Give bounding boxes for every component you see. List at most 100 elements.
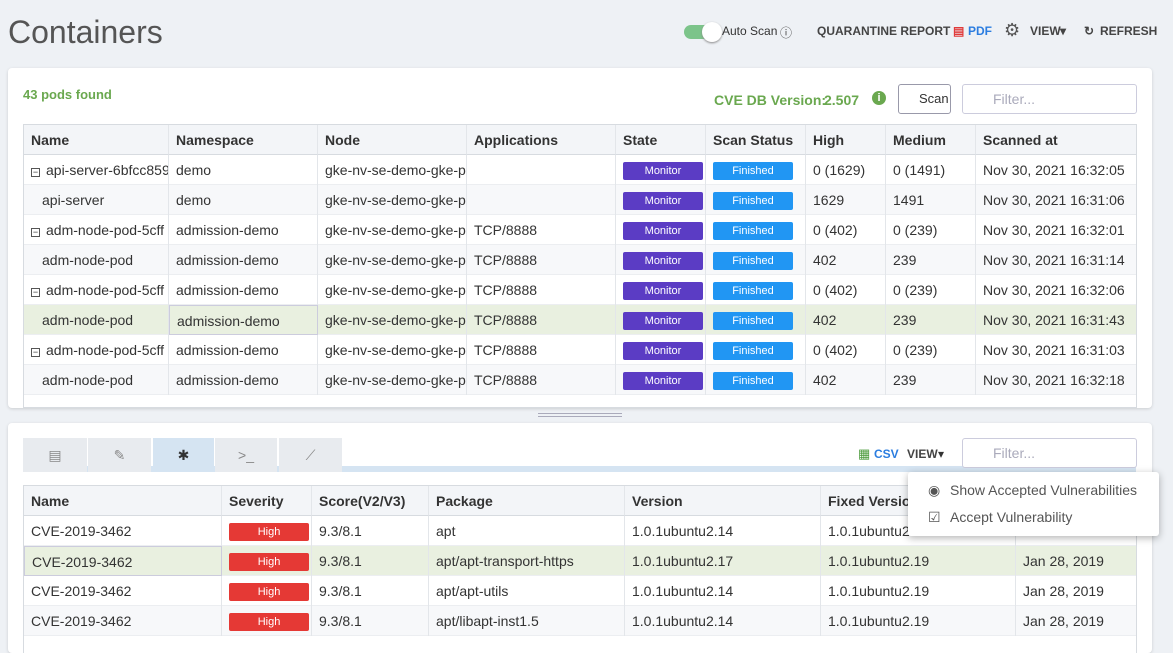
pod-row[interactable]: −api-server-6bfcc859demogke-nv-se-demo-g… <box>24 155 1137 185</box>
pod-row[interactable]: adm-node-podadmission-demogke-nv-se-demo… <box>24 305 1137 335</box>
vuln-row[interactable]: CVE-2019-3462High9.3/8.1apt/apt-transpor… <box>24 546 1137 576</box>
cell: adm-node-pod <box>24 245 169 275</box>
column-header: Medium <box>886 125 976 155</box>
cell: admission-demo <box>169 275 318 305</box>
column-header: Namespace <box>169 125 318 155</box>
column-header: Score(V2/V3) <box>312 486 429 516</box>
cell: Nov 30, 2021 16:31:06 <box>976 185 1137 215</box>
pdf-button[interactable]: PDF <box>968 24 992 38</box>
cell-text: Jan 28, 2019 <box>1023 583 1104 599</box>
cell: admission-demo <box>169 335 318 365</box>
quarantine-report[interactable]: QUARANTINE REPORT <box>817 24 950 38</box>
column-header: Applications <box>467 125 616 155</box>
view-button[interactable]: VIEW <box>1030 24 1061 38</box>
cell: Nov 30, 2021 16:32:05 <box>976 155 1137 185</box>
menu-item[interactable]: ☑Accept Vulnerability <box>928 507 1072 527</box>
scan-status-badge: Finished <box>713 372 793 390</box>
page-title: Containers <box>8 14 163 51</box>
cell: TCP/8888 <box>467 365 616 395</box>
vuln-row[interactable]: CVE-2019-3462High9.3/8.1apt/libapt-inst1… <box>24 606 1137 636</box>
cell <box>467 155 616 185</box>
collapse-icon[interactable]: − <box>31 228 40 237</box>
cell-text: adm-node-pod-5cff <box>46 222 164 238</box>
cell: TCP/8888 <box>467 245 616 275</box>
cell-text: 1491 <box>893 192 924 208</box>
cell: 0 (402) <box>806 275 886 305</box>
cell: CVE-2019-3462 <box>24 576 222 606</box>
cell: apt/libapt-inst1.5 <box>429 606 625 636</box>
cell: gke-nv-se-demo-gke-pr <box>318 185 467 215</box>
cell-text: Nov 30, 2021 16:32:05 <box>983 162 1125 178</box>
cell: apt/apt-transport-https <box>429 546 625 576</box>
cell: 0 (239) <box>886 335 976 365</box>
auto-scan-toggle[interactable] <box>684 25 720 39</box>
cell: 0 (239) <box>886 215 976 245</box>
scan-button[interactable]: Scan <box>898 84 951 114</box>
auto-scan-label: Auto Scan <box>722 24 777 38</box>
cell: Finished <box>706 365 806 395</box>
cell: 1.0.1ubuntu2.17 <box>625 546 821 576</box>
pods-found: 43 pods found <box>23 87 112 102</box>
collapse-icon[interactable]: − <box>31 288 40 297</box>
cell: Finished <box>706 155 806 185</box>
cell-text: 0 (402) <box>813 342 857 358</box>
pods-filter[interactable]: Filter... <box>962 84 1137 114</box>
pod-row[interactable]: −adm-node-pod-5cffadmission-demogke-nv-s… <box>24 275 1137 305</box>
cell: Finished <box>706 335 806 365</box>
cell-text: 1.0.1ubuntu2.17 <box>632 553 733 569</box>
cell: CVE-2019-3462 <box>24 606 222 636</box>
pod-row[interactable]: −adm-node-pod-5cffadmission-demogke-nv-s… <box>24 215 1137 245</box>
cell-text: 9.3/8.1 <box>319 613 362 629</box>
cell-text: apt/apt-transport-https <box>436 553 574 569</box>
pod-row[interactable]: −adm-node-pod-5cffadmission-demogke-nv-s… <box>24 335 1137 365</box>
cell: admission-demo <box>169 365 318 395</box>
pod-row[interactable]: api-serverdemogke-nv-se-demo-gke-prMonit… <box>24 185 1137 215</box>
cell-text: demo <box>176 162 211 178</box>
cell: adm-node-pod <box>24 365 169 395</box>
cell: 239 <box>886 245 976 275</box>
pod-row[interactable]: adm-node-podadmission-demo gke-nv-se-demo… <box>24 365 1137 395</box>
csv-button[interactable]: CSV <box>874 447 899 461</box>
cell: 402 <box>806 305 886 335</box>
cell: apt/apt-utils <box>429 576 625 606</box>
pod-row[interactable]: adm-node-podadmission-demogke-nv-se-demo… <box>24 245 1137 275</box>
cell-text: admission-demo <box>176 342 279 358</box>
cell-text: 0 (1629) <box>813 162 865 178</box>
cell: High <box>222 516 312 546</box>
cell: Monitor <box>616 305 706 335</box>
column-header: Name <box>24 486 222 516</box>
cell: Finished <box>706 275 806 305</box>
cell-text: Jan 28, 2019 <box>1023 553 1104 569</box>
cell: 0 (402) <box>806 335 886 365</box>
cell: CVE-2019-3462 <box>24 516 222 546</box>
menu-item[interactable]: ◉Show Accepted Vulnerabilities <box>928 480 1137 500</box>
cell <box>467 185 616 215</box>
cell: api-server <box>24 185 169 215</box>
cell: 9.3/8.1 <box>312 576 429 606</box>
cell-text: Nov 30, 2021 16:31:43 <box>983 312 1125 328</box>
cell-text: admission-demo <box>176 282 279 298</box>
cell: gke-nv-se-demo-gke-pr <box>318 275 467 305</box>
vuln-filter[interactable]: Filter... <box>962 438 1137 468</box>
cell-text: 1629 <box>813 192 844 208</box>
cell: 239 <box>886 305 976 335</box>
cell: Monitor <box>616 335 706 365</box>
pods-table: NameNamespaceNodeApplicationsStateScan S… <box>23 124 1137 408</box>
cell-text: gke-nv-se-demo-gke-pr <box>325 162 467 178</box>
cell-text: 402 <box>813 312 836 328</box>
cell-text: gke-nv-se-demo-gke-pr <box>325 372 467 388</box>
cell-text: CVE-2019-3462 <box>31 583 131 599</box>
cell: demo <box>169 185 318 215</box>
vuln-view-button[interactable]: VIEW <box>907 447 938 461</box>
collapse-icon[interactable]: − <box>31 168 40 177</box>
cve-db-version: 2.507 <box>824 92 859 108</box>
cell-text: gke-nv-se-demo-gke-pr <box>325 342 467 358</box>
vuln-row[interactable]: CVE-2019-3462High9.3/8.1apt/apt-utils1.0… <box>24 576 1137 606</box>
severity-badge: High <box>229 583 309 601</box>
menu-icon: ◉ <box>928 480 950 500</box>
collapse-icon[interactable]: − <box>31 348 40 357</box>
cell: Finished <box>706 215 806 245</box>
refresh-button[interactable]: REFRESH <box>1100 24 1157 38</box>
cell: Jan 28, 2019 <box>1016 606 1137 636</box>
cell: CVE-2019-3462 <box>24 546 222 576</box>
